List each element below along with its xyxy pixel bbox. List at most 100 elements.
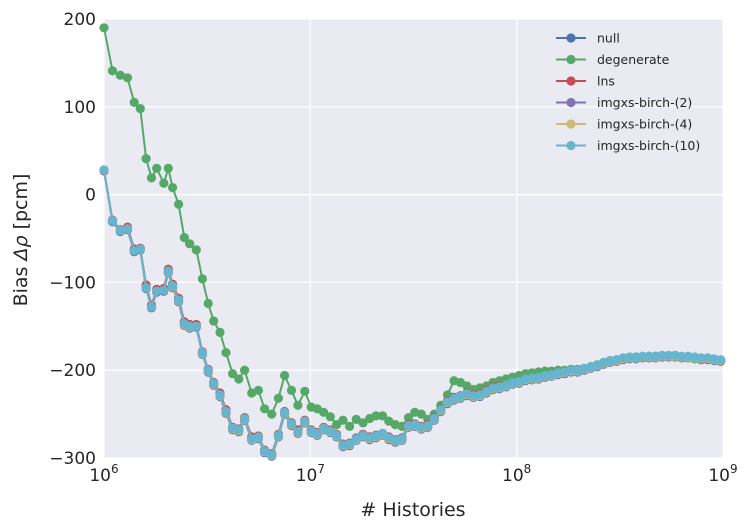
data-point-degenerate-22: [234, 374, 244, 384]
y-tick-label: 100: [64, 98, 96, 118]
data-point-imgxs-birch-10-1: [107, 216, 118, 226]
data-point-degenerate-23: [240, 365, 250, 375]
data-point-degenerate-15: [191, 245, 201, 255]
y-tick-label: −100: [49, 273, 96, 293]
x-tick-exponent: 7: [317, 462, 325, 476]
data-point-imgxs-birch-10-23: [240, 413, 250, 424]
data-point-degenerate-44: [378, 411, 388, 421]
data-point-imgxs-birch-10-90: [677, 351, 687, 361]
data-point-degenerate-2: [115, 70, 125, 80]
data-point-degenerate-29: [280, 370, 290, 381]
y-tick-labels: 200 100 0 −100 −200 −300: [49, 10, 96, 469]
x-axis-label: # Histories: [360, 499, 465, 521]
data-point-degenerate-0: [99, 23, 109, 33]
data-point-imgxs-birch-10-29: [280, 407, 290, 417]
data-point-imgxs-birch-10-39: [345, 439, 355, 449]
y-axis-label-symbol: Δρ: [10, 235, 32, 262]
data-point-degenerate-8: [152, 163, 162, 173]
data-point-degenerate-18: [209, 316, 219, 326]
data-point-imgxs-birch-10-84: [638, 351, 648, 361]
data-point-imgxs-birch-10-73: [566, 365, 576, 375]
data-point-degenerate-4: [129, 97, 139, 107]
y-tick-label: 0: [85, 186, 96, 206]
y-axis-label: Bias Δρ [pcm]: [10, 174, 32, 307]
data-point-imgxs-birch-10-85: [644, 351, 654, 361]
data-point-imgxs-birch-10-34: [312, 428, 322, 438]
x-tick-exponent: 8: [524, 462, 532, 476]
data-point-degenerate-36: [325, 412, 335, 422]
data-point-degenerate-10: [163, 163, 173, 173]
data-point-imgxs-birch-10-8: [152, 286, 162, 296]
data-point-degenerate-7: [146, 173, 157, 183]
data-point-degenerate-26: [260, 404, 270, 414]
data-point-imgxs-birch-10-0: [99, 165, 109, 175]
data-point-degenerate-3: [122, 73, 133, 83]
data-point-degenerate-17: [203, 298, 213, 309]
data-point-degenerate-1: [107, 66, 118, 76]
data-point-degenerate-11: [168, 183, 178, 193]
data-point-degenerate-21: [228, 369, 238, 379]
x-tick-base: 10: [296, 466, 318, 486]
data-point-imgxs-birch-10-52: [429, 413, 439, 424]
data-point-imgxs-birch-10-51: [423, 420, 433, 431]
x-tick-base: 10: [502, 466, 524, 486]
data-point-imgxs-birch-10-10: [163, 266, 173, 276]
legend-label: degenerate: [597, 52, 670, 67]
data-point-degenerate-30: [286, 385, 297, 395]
legend-label: imgxs-birch-(2): [597, 95, 692, 110]
data-point-imgxs-birch-10-7: [146, 302, 157, 312]
legend-entry-imgxs-birch-2: imgxs-birch-(2): [556, 95, 692, 110]
data-point-imgxs-birch-10-28: [273, 430, 283, 440]
data-point-imgxs-birch-10-96: [716, 355, 726, 365]
data-point-imgxs-birch-10-27: [267, 449, 277, 460]
data-point-imgxs-birch-10-5: [135, 244, 145, 254]
data-point-imgxs-birch-10-93: [696, 353, 706, 363]
legend-entry-null: null: [556, 31, 620, 46]
data-point-imgxs-birch-10-87: [657, 350, 667, 360]
data-point-imgxs-birch-10-82: [625, 352, 635, 362]
data-point-imgxs-birch-10-9: [159, 285, 169, 295]
data-point-imgxs-birch-10-3: [122, 224, 133, 234]
data-point-degenerate-37: [332, 420, 342, 430]
data-point-imgxs-birch-10-6: [141, 283, 151, 293]
series-layer: [99, 23, 726, 461]
data-point-degenerate-28: [273, 393, 283, 403]
series-imgxs-birch-10: [99, 165, 726, 460]
data-point-degenerate-16: [197, 274, 207, 284]
data-point-imgxs-birch-10-26: [260, 446, 270, 456]
data-point-degenerate-50: [416, 409, 426, 419]
data-point-degenerate-35: [319, 407, 329, 417]
legend-entry-imgxs-birch-4: imgxs-birch-(4): [556, 117, 692, 132]
data-point-degenerate-13: [179, 233, 189, 243]
x-tick-label: 108: [502, 462, 531, 486]
legend-label: lns: [597, 74, 615, 89]
data-point-imgxs-birch-10-20: [221, 406, 231, 417]
data-point-degenerate-43: [371, 411, 381, 421]
data-point-imgxs-birch-10-22: [234, 425, 244, 435]
legend: null degenerate lns imgxs-birch-(2) imgxs-bi…: [556, 31, 700, 153]
data-point-imgxs-birch-10-2: [115, 226, 125, 236]
data-point-imgxs-birch-10-18: [209, 378, 219, 388]
data-point-degenerate-20: [221, 348, 231, 358]
legend-entry-lns: lns: [556, 74, 615, 89]
data-point-degenerate-9: [159, 178, 169, 188]
x-tick-base: 10: [708, 466, 730, 486]
data-point-imgxs-birch-10-88: [664, 350, 674, 360]
data-point-degenerate-19: [215, 327, 225, 337]
legend-marker: [566, 140, 576, 151]
x-tick-label: 109: [708, 462, 737, 486]
data-point-degenerate-32: [300, 386, 310, 396]
legend-marker: [566, 97, 576, 108]
x-tick-label: 106: [89, 462, 118, 486]
data-point-degenerate-6: [141, 154, 151, 164]
data-point-imgxs-birch-10-14: [185, 321, 195, 331]
data-point-degenerate-5: [135, 104, 145, 114]
data-point-degenerate-25: [253, 385, 263, 395]
data-point-imgxs-birch-10-25: [253, 432, 263, 442]
y-tick-label: −200: [49, 361, 96, 381]
data-point-degenerate-27: [267, 409, 277, 419]
data-point-degenerate-12: [174, 199, 184, 209]
legend-label: null: [597, 31, 620, 46]
y-axis-label-prefix: Bias: [10, 261, 32, 307]
